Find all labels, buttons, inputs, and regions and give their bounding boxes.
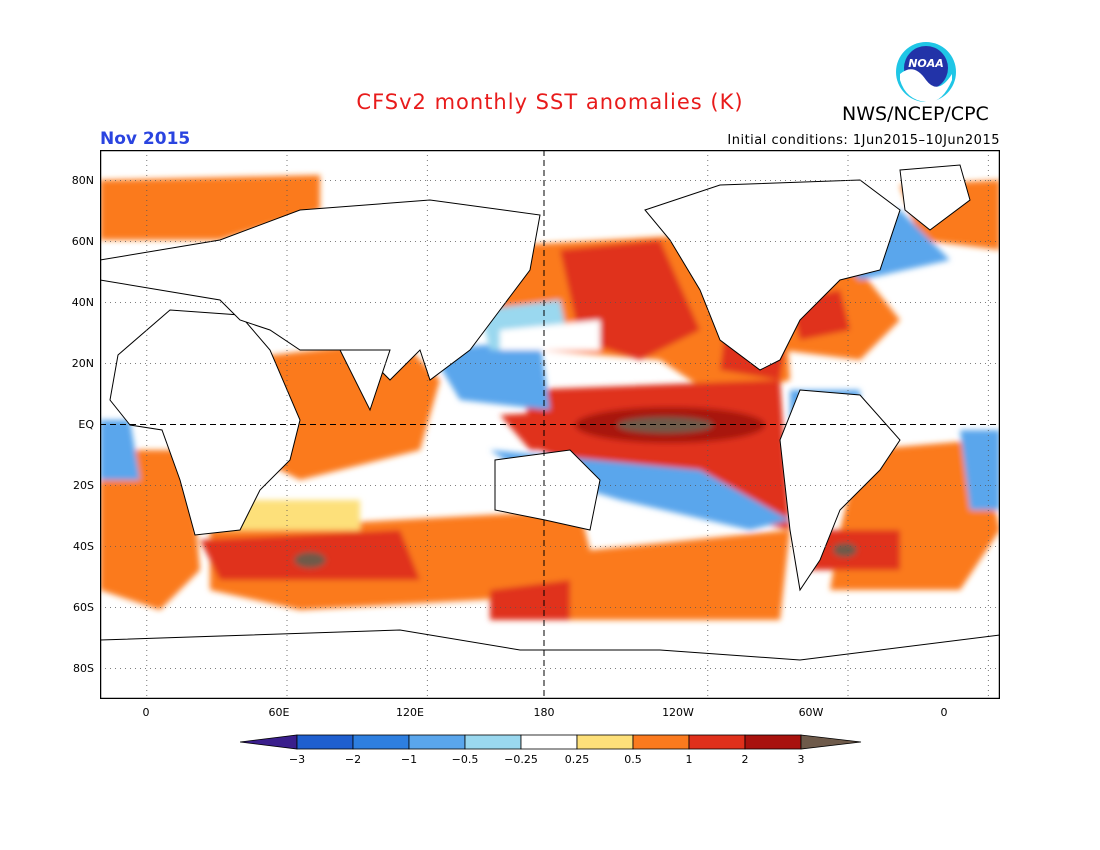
lon-label: 120E xyxy=(396,706,424,719)
lat-label: 60N xyxy=(72,235,94,248)
colorbar-label: −1 xyxy=(401,753,417,766)
lon-label: 0 xyxy=(941,706,948,719)
lat-label: 40N xyxy=(72,296,94,309)
colorbar-label: 1 xyxy=(686,753,693,766)
continents xyxy=(100,150,1000,699)
chart-title: CFSv2 monthly SST anomalies (K) xyxy=(356,90,744,114)
colorbar: −3 −2 −1 −0.5 −0.25 0.25 0.5 1 2 3 xyxy=(239,733,862,773)
colorbar-arrow-low xyxy=(239,734,298,750)
colorbar-label: −0.25 xyxy=(504,753,538,766)
lon-label: 60W xyxy=(799,706,824,719)
lat-label: 80S xyxy=(73,662,94,675)
colorbar-label: 3 xyxy=(798,753,805,766)
colorbar-segment xyxy=(296,734,354,750)
lat-label: EQ xyxy=(78,418,94,431)
lon-label: 0 xyxy=(143,706,150,719)
noaa-logo: NOAA xyxy=(896,42,956,103)
sst-anomaly-map xyxy=(100,150,1000,699)
forecast-month: Nov 2015 xyxy=(100,129,191,149)
colorbar-segment xyxy=(576,734,634,750)
colorbar-label: −0.5 xyxy=(452,753,479,766)
colorbar-label: −2 xyxy=(345,753,361,766)
svg-text:NOAA: NOAA xyxy=(908,57,944,70)
colorbar-segment xyxy=(408,734,466,750)
graticule xyxy=(100,150,1000,699)
colorbar-label: 0.25 xyxy=(565,753,590,766)
colorbar-segment xyxy=(352,734,410,750)
colorbar-segment xyxy=(632,734,690,750)
lat-label: 40S xyxy=(73,540,94,553)
colorbar-label: −3 xyxy=(289,753,305,766)
agency-label: NWS/NCEP/CPC xyxy=(842,103,989,125)
lat-label: 20S xyxy=(73,479,94,492)
lon-label: 180 xyxy=(534,706,555,719)
colorbar-segment xyxy=(688,734,746,750)
colorbar-segment xyxy=(744,734,802,750)
lat-label: 60S xyxy=(73,601,94,614)
initial-conditions: Initial conditions: 1Jun2015–10Jun2015 xyxy=(727,133,1000,148)
lon-label: 120W xyxy=(662,706,694,719)
lon-label: 60E xyxy=(269,706,290,719)
colorbar-segment xyxy=(520,734,578,750)
lat-label: 20N xyxy=(72,357,94,370)
colorbar-arrow-high xyxy=(800,734,862,750)
lat-label: 80N xyxy=(72,174,94,187)
colorbar-segment xyxy=(464,734,522,750)
colorbar-label: 2 xyxy=(742,753,749,766)
colorbar-label: 0.5 xyxy=(624,753,642,766)
